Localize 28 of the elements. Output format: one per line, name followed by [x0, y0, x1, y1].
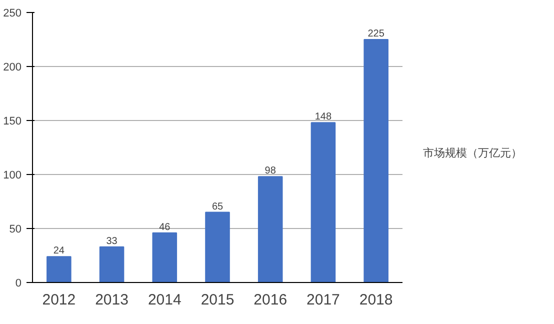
x-tick-label: 2012 [42, 292, 76, 308]
y-tick-label: 50 [9, 224, 22, 236]
data-label: 33 [106, 236, 118, 247]
x-tick-label: 2013 [95, 292, 128, 308]
y-tick-label: 0 [15, 278, 22, 290]
data-label: 65 [212, 201, 224, 212]
y-tick-label: 150 [3, 116, 22, 128]
data-label: 46 [159, 222, 171, 233]
bar [99, 246, 124, 282]
x-tick-label: 2014 [148, 292, 182, 308]
bar [152, 232, 178, 282]
bar [258, 176, 283, 282]
data-label: 148 [314, 112, 332, 123]
x-tick-label: 2016 [254, 292, 288, 308]
x-tick-label: 2017 [306, 292, 340, 308]
bar [46, 256, 72, 282]
data-label: 225 [368, 28, 385, 40]
y-tick-label: 100 [3, 170, 22, 182]
bar [310, 122, 336, 282]
y-tick-label: 200 [3, 62, 22, 74]
x-tick-label: 2015 [200, 292, 234, 308]
text: 市场规模（万亿元） [423, 146, 522, 160]
x-tick-label: 2018 [359, 292, 393, 308]
y-tick-label: 250 [3, 8, 22, 20]
data-label: 24 [53, 246, 65, 257]
data-label: 98 [264, 166, 276, 177]
bar [364, 39, 388, 282]
bar [205, 212, 230, 282]
